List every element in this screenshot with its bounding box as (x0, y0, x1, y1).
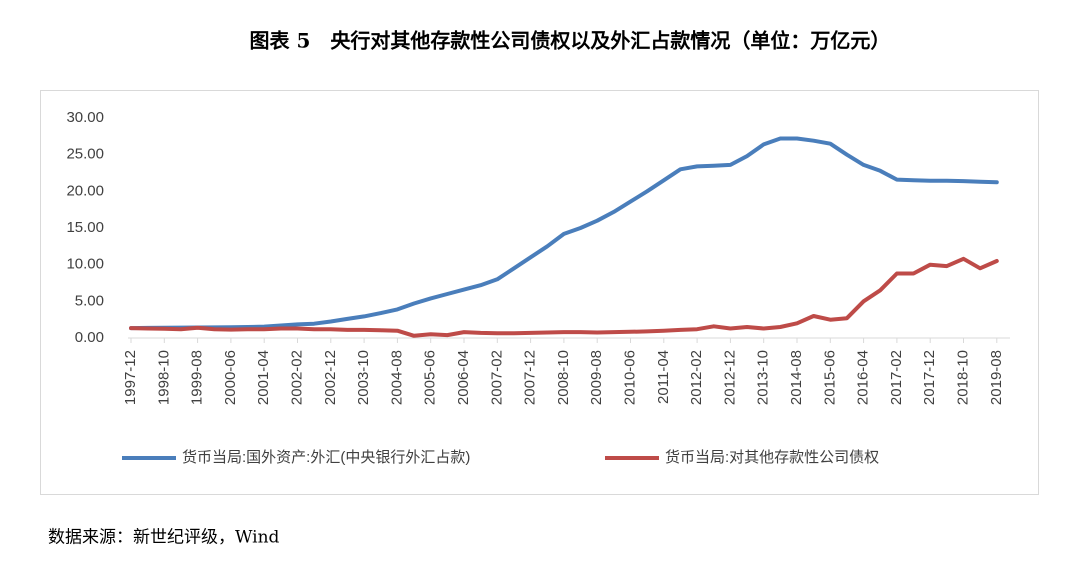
x-tick-label: 2006-04 (455, 350, 472, 405)
source-note: 数据来源：新世纪评级，Wind (48, 528, 280, 548)
x-tick-label: 2011-04 (655, 350, 672, 404)
y-tick-label: 15.00 (66, 219, 104, 236)
x-tick-label: 2007-12 (522, 350, 539, 405)
x-tick-label: 2004-08 (388, 350, 405, 405)
x-tick-label: 1999-08 (189, 350, 206, 405)
chart-title: 图表 5 央行对其他存款性公司债权以及外汇占款情况（单位：万亿元） (250, 29, 891, 53)
x-tick-label: 1998-10 (155, 350, 172, 405)
x-tick-label: 2016-04 (855, 350, 872, 405)
x-tick-label: 2002-02 (288, 350, 305, 405)
chart-frame (40, 90, 1039, 495)
x-tick-label: 2017-02 (888, 350, 905, 405)
x-tick-label: 2014-08 (788, 350, 805, 405)
x-tick-label: 2001-04 (255, 350, 272, 405)
x-tick-label: 2013-10 (755, 350, 772, 405)
x-tick-label: 2000-06 (222, 350, 239, 405)
x-tick-label: 2003-10 (355, 350, 372, 405)
x-tick-label: 2010-06 (621, 350, 638, 405)
y-tick-label: 5.00 (75, 292, 104, 309)
y-tick-label: 20.00 (66, 182, 104, 199)
x-tick-label: 2018-10 (954, 350, 971, 405)
x-tick-label: 2007-02 (488, 350, 505, 405)
y-tick-label: 10.00 (66, 256, 104, 273)
x-tick-label: 2012-02 (688, 350, 705, 405)
x-tick-label: 2012-12 (721, 350, 738, 405)
x-tick-label: 2009-08 (588, 350, 605, 405)
x-tick-label: 2017-12 (921, 350, 938, 405)
series-line (129, 256, 999, 338)
series-line (129, 136, 999, 331)
y-tick-label: 30.00 (66, 109, 104, 126)
x-tick-label: 2005-06 (422, 350, 439, 405)
legend-label: 货币当局:对其他存款性公司债权 (665, 449, 879, 466)
x-tick-label: 2019-08 (988, 350, 1005, 405)
x-tick-label: 1997-12 (122, 350, 139, 405)
y-tick-label: 25.00 (66, 146, 104, 163)
x-tick-label: 2008-10 (555, 350, 572, 405)
x-tick-label: 2015-06 (821, 350, 838, 405)
x-tick-label: 2002-12 (322, 350, 339, 405)
legend-label: 货币当局:国外资产:外汇(中央银行外汇占款) (182, 449, 470, 466)
y-tick-label: 0.00 (75, 329, 104, 346)
